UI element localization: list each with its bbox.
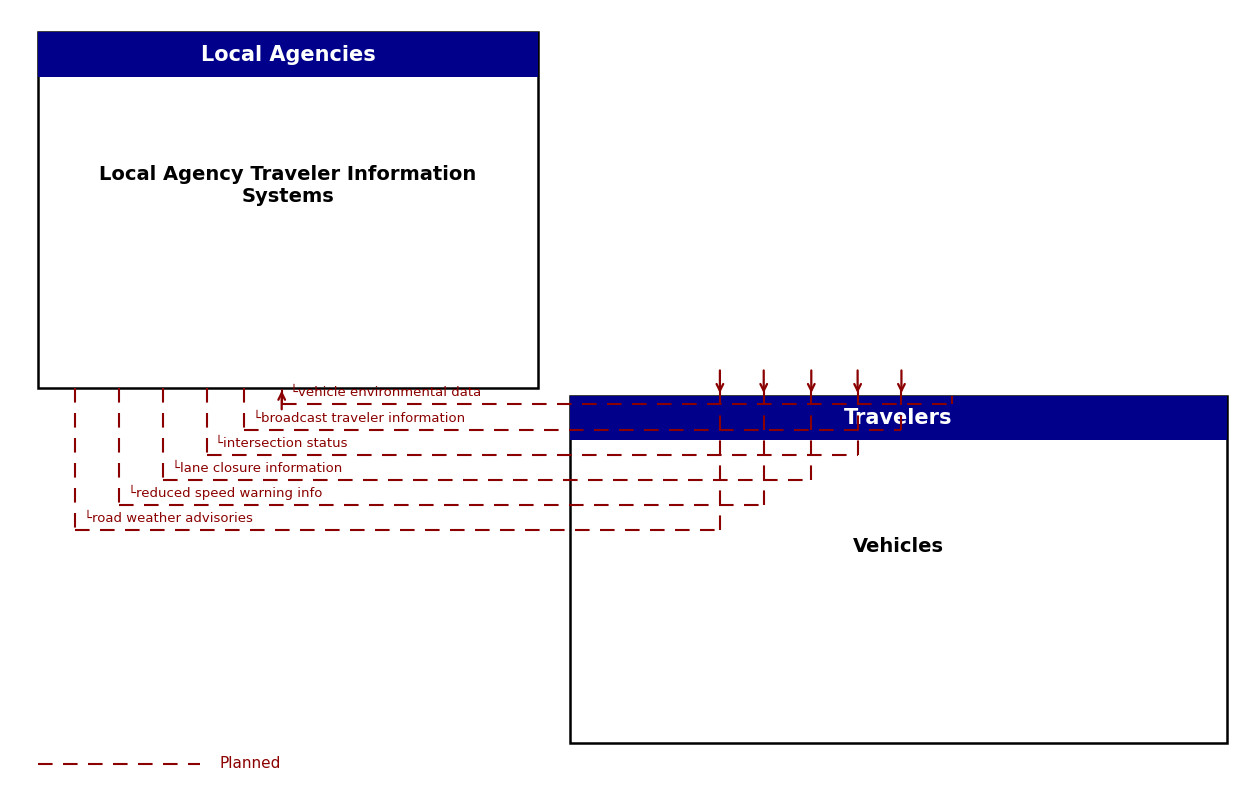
Bar xyxy=(570,396,1227,743)
Text: └reduced speed warning info: └reduced speed warning info xyxy=(128,485,322,500)
Text: Vehicles: Vehicles xyxy=(853,537,944,556)
Text: └broadcast traveler information: └broadcast traveler information xyxy=(253,412,464,425)
Text: └vehicle environmental data: └vehicle environmental data xyxy=(290,386,482,399)
Bar xyxy=(38,32,538,388)
Text: Travelers: Travelers xyxy=(844,408,953,428)
Text: Local Agencies: Local Agencies xyxy=(200,44,376,65)
Text: └intersection status: └intersection status xyxy=(215,437,348,450)
Bar xyxy=(570,396,1227,440)
Text: └road weather advisories: └road weather advisories xyxy=(84,512,253,525)
Text: └lane closure information: └lane closure information xyxy=(172,462,342,475)
Text: Planned: Planned xyxy=(219,756,280,771)
Bar xyxy=(38,32,538,77)
Text: Local Agency Traveler Information
Systems: Local Agency Traveler Information System… xyxy=(99,165,477,206)
